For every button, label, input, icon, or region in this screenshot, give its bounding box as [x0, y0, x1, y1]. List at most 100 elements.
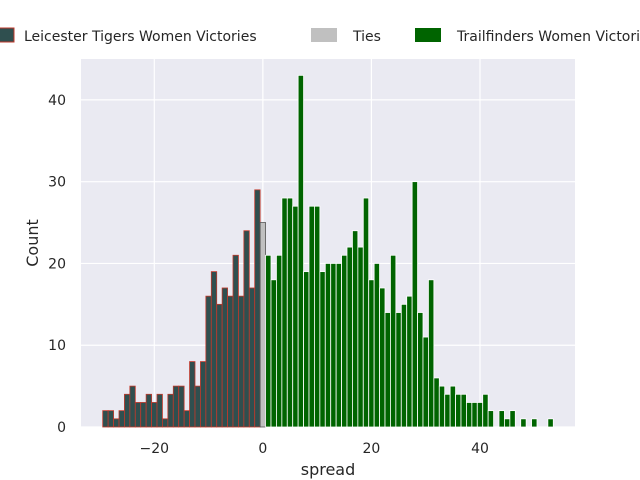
- trailfinders-bar: [460, 393, 467, 428]
- trailfinders-bar: [330, 263, 337, 428]
- leicester-bar: [162, 418, 169, 428]
- y-tick-label: 40: [48, 93, 66, 109]
- trailfinders-bar: [547, 418, 554, 428]
- leicester-bar: [183, 410, 190, 428]
- trailfinders-bar: [428, 279, 435, 428]
- x-axis-label: spread: [301, 460, 356, 479]
- trailfinders-bar: [314, 205, 321, 428]
- leicester-bar: [194, 385, 201, 428]
- leicester-bar: [156, 393, 163, 428]
- leicester-bar: [210, 271, 218, 428]
- leicester-bar: [134, 402, 142, 428]
- y-axis-ticks: 0 10 20 30 40: [48, 93, 66, 436]
- trailfinders-bar: [281, 197, 288, 428]
- x-tick-label: −20: [140, 441, 170, 457]
- leicester-bar: [172, 385, 180, 428]
- leicester-bar: [221, 287, 228, 428]
- leicester-bar: [254, 189, 261, 428]
- leicester-bar: [129, 385, 136, 428]
- trailfinders-bar: [422, 336, 429, 428]
- trailfinders-bar: [509, 410, 516, 428]
- legend-item-leicester: Leicester Tigers Women Victories: [0, 27, 257, 45]
- trailfinders-bar: [276, 254, 283, 428]
- trailfinders-bar: [395, 312, 402, 428]
- trailfinders-bar: [449, 385, 456, 428]
- leicester-bar: [200, 361, 207, 428]
- leicester-bar: [227, 295, 234, 428]
- leicester-bar: [140, 402, 147, 428]
- trailfinders-bar: [390, 254, 397, 428]
- y-tick-label: 30: [48, 175, 66, 191]
- trailfinders-bar: [466, 402, 473, 428]
- legend-label-leicester: Leicester Tigers Women Victories: [24, 29, 257, 45]
- legend-label-trailfinders: Trailfinders Women Victories: [456, 29, 640, 45]
- leicester-bar: [102, 410, 109, 428]
- leicester-bar: [243, 230, 250, 428]
- trailfinders-bar: [417, 312, 424, 428]
- leicester-bar: [167, 393, 174, 428]
- trailfinders-bar: [297, 74, 304, 428]
- y-tick-label: 10: [48, 338, 66, 354]
- legend: Leicester Tigers Women Victories Ties Tr…: [0, 27, 640, 45]
- legend-swatch-ties: [311, 28, 337, 42]
- leicester-bar: [232, 254, 239, 428]
- trailfinders-bar: [303, 271, 310, 428]
- trailfinders-bar: [476, 402, 484, 428]
- y-axis-label: Count: [23, 219, 42, 267]
- trailfinders-bar: [482, 393, 489, 428]
- trailfinders-bar: [520, 418, 527, 428]
- trailfinders-bar: [319, 271, 326, 428]
- x-axis-ticks: −20 0 20 40: [140, 441, 489, 457]
- legend-swatch-trailfinders: [415, 28, 441, 42]
- legend-label-ties: Ties: [352, 29, 381, 45]
- trailfinders-bar: [438, 385, 446, 428]
- trailfinders-bar: [471, 402, 478, 428]
- leicester-bar: [216, 303, 223, 428]
- trailfinders-bar: [400, 303, 408, 428]
- trailfinders-bar: [292, 205, 299, 428]
- trailfinders-bar: [335, 263, 342, 428]
- leicester-bar: [124, 393, 131, 428]
- leicester-bar: [248, 287, 256, 428]
- legend-swatch-leicester: [0, 27, 15, 43]
- trailfinders-bar: [411, 181, 418, 428]
- leicester-bar: [145, 393, 152, 428]
- trailfinders-bar: [455, 393, 462, 428]
- leicester-bar: [113, 418, 120, 428]
- trailfinders-bar: [341, 254, 348, 428]
- tie-bar: [259, 222, 266, 428]
- trailfinders-bar: [531, 418, 538, 428]
- trailfinders-bar: [368, 279, 375, 428]
- trailfinders-bar: [270, 279, 277, 428]
- trailfinders-bar: [352, 230, 359, 428]
- y-tick-label: 20: [48, 256, 66, 272]
- trailfinders-bar: [379, 287, 386, 428]
- leicester-bar: [205, 295, 212, 428]
- trailfinders-bar: [504, 418, 511, 428]
- trailfinders-bar: [373, 263, 380, 428]
- trailfinders-bar: [406, 295, 413, 428]
- leicester-bar: [189, 361, 196, 428]
- bars: [102, 74, 554, 428]
- y-tick-label: 0: [57, 420, 66, 436]
- legend-item-ties: Ties: [311, 28, 381, 45]
- leicester-bar: [178, 385, 185, 428]
- trailfinders-bar: [498, 410, 505, 428]
- leicester-bar: [107, 410, 114, 428]
- leicester-bar: [151, 402, 158, 428]
- leicester-bar: [238, 295, 245, 428]
- trailfinders-bar: [362, 197, 370, 428]
- trailfinders-bar: [346, 246, 353, 428]
- trailfinders-bar: [286, 197, 294, 428]
- trailfinders-bar: [308, 205, 315, 428]
- trailfinders-bar: [433, 377, 440, 428]
- trailfinders-bar: [444, 393, 451, 428]
- legend-item-trailfinders: Trailfinders Women Victories: [415, 28, 640, 45]
- trailfinders-bar: [324, 263, 332, 428]
- x-tick-label: 40: [471, 441, 489, 457]
- trailfinders-bar: [357, 246, 364, 428]
- trailfinders-bar: [487, 410, 494, 428]
- x-tick-label: 0: [258, 441, 267, 457]
- trailfinders-bar: [384, 312, 391, 428]
